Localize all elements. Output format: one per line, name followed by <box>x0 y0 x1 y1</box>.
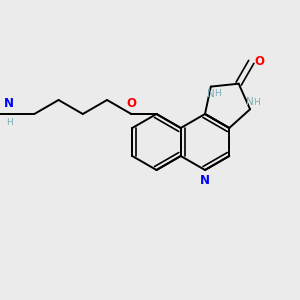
Text: H: H <box>6 118 13 127</box>
Text: O: O <box>126 97 136 110</box>
Text: H: H <box>253 98 260 107</box>
Text: N: N <box>246 97 254 107</box>
Text: N: N <box>200 174 210 187</box>
Text: N: N <box>207 88 215 99</box>
Text: N: N <box>4 97 14 110</box>
Text: O: O <box>254 56 264 68</box>
Text: H: H <box>214 88 220 98</box>
